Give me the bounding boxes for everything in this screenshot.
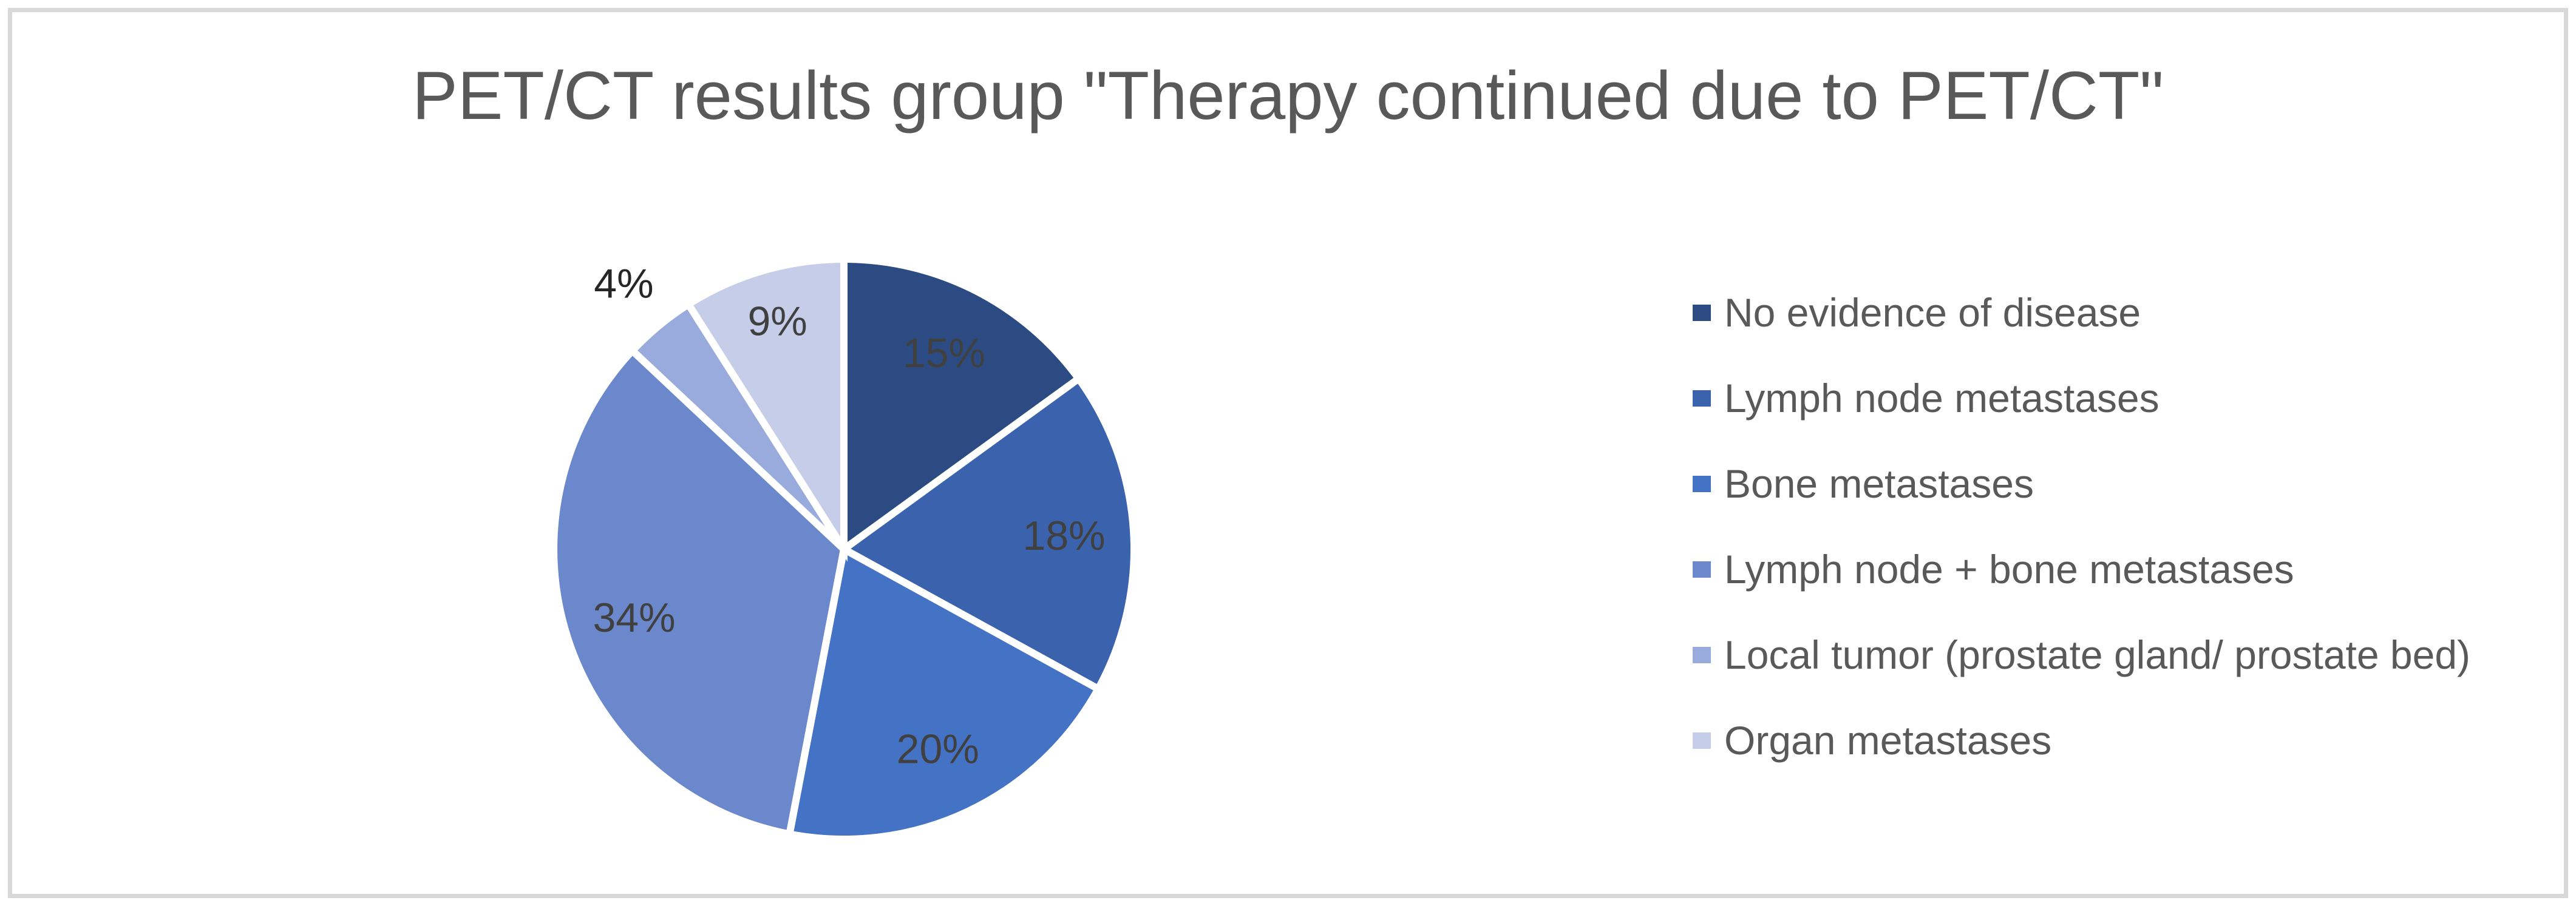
legend-color-marker xyxy=(1693,475,1711,492)
slice-label-0: 15% xyxy=(903,330,985,376)
pie-slice-1 xyxy=(837,373,1138,694)
legend-item-local-tumor: Local tumor (prostate gland/ prostate be… xyxy=(1693,632,2471,677)
slice-label-2: 20% xyxy=(897,726,979,772)
legend-item-organ-metastases: Organ metastases xyxy=(1693,718,2470,763)
legend-item-label: Lymph node + bone metastases xyxy=(1724,547,2294,592)
pie-chart: 15% 18% 20% 34% 4% 9% xyxy=(550,255,1138,843)
slice-label-4: 4% xyxy=(594,261,653,307)
chart-frame xyxy=(8,8,2568,898)
legend-item-label: Local tumor (prostate gland/ prostate be… xyxy=(1724,632,2471,677)
legend: No evidence of disease Lymph node metast… xyxy=(1693,290,2471,763)
slice-label-5: 9% xyxy=(747,298,807,344)
pie-slice-5 xyxy=(683,255,848,562)
legend-color-marker xyxy=(1693,646,1711,663)
pie-slice-0 xyxy=(840,255,1084,556)
slice-label-3: 34% xyxy=(593,595,675,641)
legend-item-label: No evidence of disease xyxy=(1724,290,2141,335)
legend-item-no-evidence-of-disease: No evidence of disease xyxy=(1693,290,2470,335)
legend-item-lymph-node-metastases: Lymph node metastases xyxy=(1693,376,2470,421)
legend-item-label: Lymph node metastases xyxy=(1724,376,2160,421)
legend-item-bone-metastases: Bone metastases xyxy=(1693,461,2470,506)
legend-item-lymph-node-plus-bone-metastases: Lymph node + bone metastases xyxy=(1693,547,2470,592)
pie-slice-2 xyxy=(785,543,1104,843)
legend-color-marker xyxy=(1693,561,1711,578)
legend-color-marker xyxy=(1693,390,1711,407)
legend-color-marker xyxy=(1693,732,1711,749)
chart-title: PET/CT results group "Therapy continued … xyxy=(412,58,2164,134)
slice-label-1: 18% xyxy=(1023,513,1106,559)
pie-slice-3 xyxy=(550,345,848,839)
legend-item-label: Bone metastases xyxy=(1724,461,2034,506)
legend-color-marker xyxy=(1693,304,1711,321)
legend-item-label: Organ metastases xyxy=(1724,718,2052,763)
